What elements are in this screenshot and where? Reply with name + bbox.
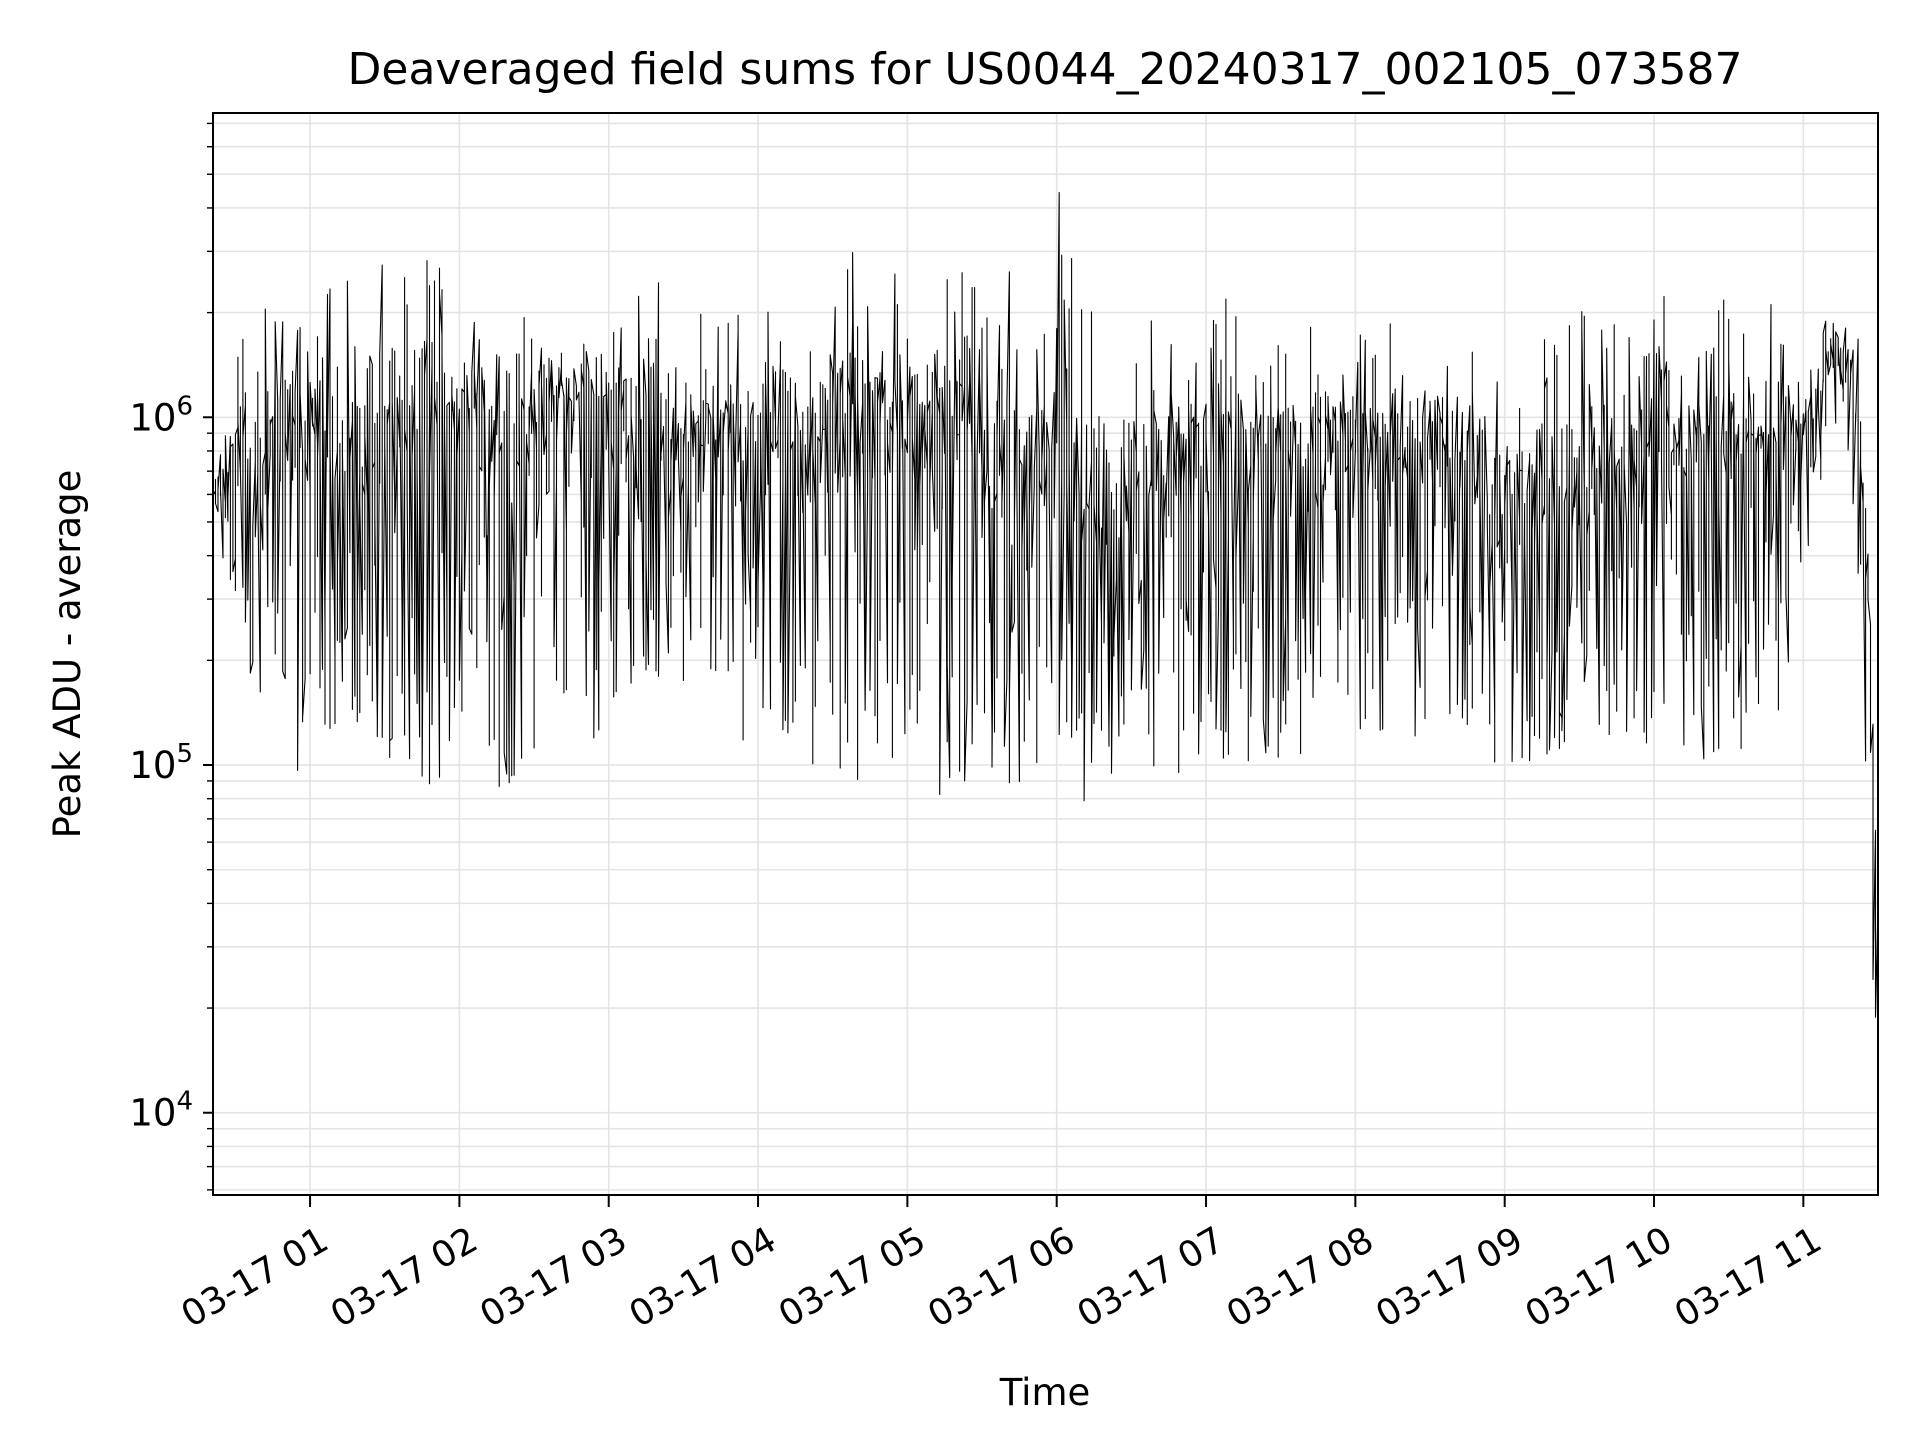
y-tick-label-exponent: 4 <box>176 1087 193 1117</box>
x-tick-label: 03-17 10 <box>1519 1219 1680 1335</box>
x-tick-label: 03-17 09 <box>1369 1219 1530 1335</box>
x-tick-label: 03-17 05 <box>772 1219 933 1335</box>
x-tick-label: 03-17 01 <box>175 1219 336 1335</box>
x-tick-label: 03-17 03 <box>473 1219 634 1335</box>
y-tick-label-base: 10 <box>129 1092 176 1135</box>
y-tick-label: 106 <box>129 391 193 439</box>
plot-area-frame <box>212 112 1879 1196</box>
chart-title: Deaveraged field sums for US0044_2024031… <box>348 44 1743 95</box>
x-axis-label: Time <box>999 1371 1091 1414</box>
y-axis-label: Peak ADU - average <box>46 470 89 839</box>
y-tick-label-exponent: 6 <box>176 391 193 421</box>
x-tick-label: 03-17 04 <box>623 1219 784 1335</box>
x-tick-label: 03-17 02 <box>324 1219 485 1335</box>
x-tick-label: 03-17 11 <box>1668 1219 1829 1335</box>
y-tick-label: 104 <box>129 1087 193 1135</box>
data-series-line <box>212 191 1879 1018</box>
y-tick-label-exponent: 5 <box>176 739 193 769</box>
series-layer <box>212 191 1879 1018</box>
x-tick-label: 03-17 07 <box>1071 1219 1232 1335</box>
y-tick-label: 105 <box>129 739 193 787</box>
y-tick-label-base: 10 <box>129 744 176 787</box>
grid-layer <box>213 113 1878 1195</box>
y-tick-label-base: 10 <box>129 396 176 439</box>
x-tick-label: 03-17 06 <box>921 1219 1082 1335</box>
x-tick-label: 03-17 08 <box>1220 1219 1381 1335</box>
